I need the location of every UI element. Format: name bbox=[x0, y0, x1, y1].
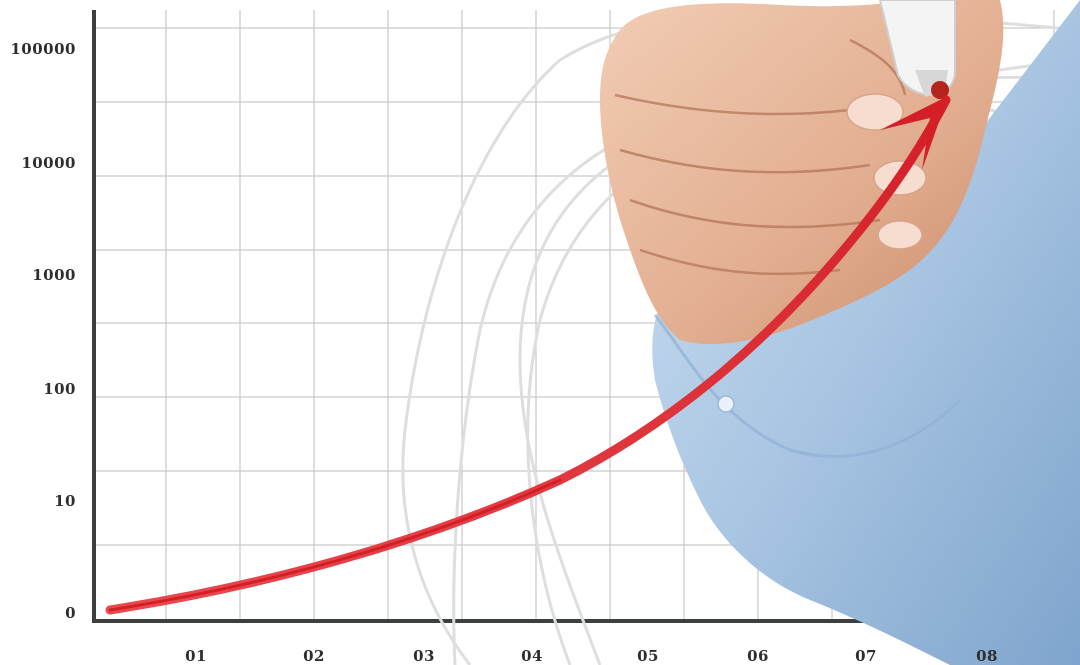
y-tick-label: 1000 bbox=[32, 266, 76, 284]
y-tick-label: 0 bbox=[65, 604, 76, 622]
finger-creases bbox=[614, 38, 907, 276]
y-tick-label: 10 bbox=[54, 492, 76, 510]
marker-pen-icon bbox=[878, 0, 956, 99]
cuff-button bbox=[717, 395, 735, 413]
y-tick-label: 10000 bbox=[21, 154, 76, 172]
x-tick-label: 02 bbox=[303, 647, 325, 665]
y-tick-label: 100000 bbox=[10, 40, 76, 58]
x-tick-label: 03 bbox=[413, 647, 435, 665]
x-tick-label: 06 bbox=[747, 647, 769, 665]
growth-arrow-icon bbox=[105, 95, 951, 615]
x-tick-label: 07 bbox=[855, 647, 877, 665]
x-tick-label: 05 bbox=[637, 647, 659, 665]
x-tick-label: 08 bbox=[976, 647, 998, 665]
y-tick-label: 100 bbox=[43, 380, 76, 398]
cuff-fold bbox=[653, 314, 962, 458]
x-tick-label: 01 bbox=[185, 647, 207, 665]
x-tick-label: 04 bbox=[521, 647, 543, 665]
